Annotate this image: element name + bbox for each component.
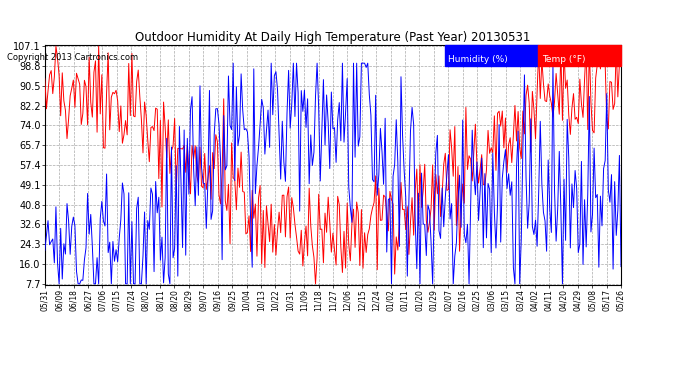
Text: Humidity (%): Humidity (%) — [448, 54, 509, 63]
Text: Copyright 2013 Cartronics.com: Copyright 2013 Cartronics.com — [7, 53, 138, 62]
Text: Temp (°F): Temp (°F) — [542, 54, 585, 63]
Title: Outdoor Humidity At Daily High Temperature (Past Year) 20130531: Outdoor Humidity At Daily High Temperatu… — [135, 31, 531, 44]
